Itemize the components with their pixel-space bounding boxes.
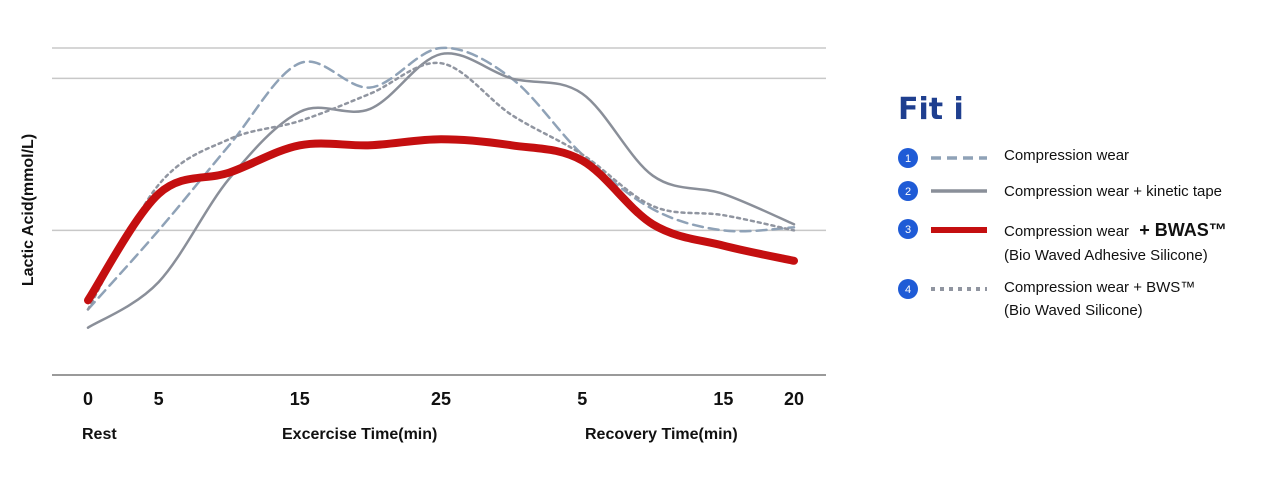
legend-badge-3 bbox=[898, 219, 918, 239]
legend-note-4: (Bio Waved Silicone) bbox=[1004, 302, 1143, 319]
brand-logo: Fit i bbox=[898, 92, 964, 127]
x-tick-label-6: 20 bbox=[784, 389, 804, 409]
legend-label-2: Compression wear + kinetic tape bbox=[1004, 183, 1222, 200]
series-bws bbox=[86, 61, 796, 311]
legend-badge-4 bbox=[898, 279, 918, 299]
legend-badge-1 bbox=[898, 148, 918, 168]
legend: 1 Compression wear 2 Compression wear + … bbox=[898, 147, 1227, 319]
y-axis-label: Lactic Acid(mmol/L) bbox=[20, 134, 37, 286]
x-tick-labels: 0 5 15 25 5 15 20 bbox=[83, 389, 804, 409]
x-tick-label-1: 5 bbox=[154, 389, 164, 409]
x-tick-label-3: 25 bbox=[431, 389, 451, 409]
x-tick-label-5: 15 bbox=[713, 389, 733, 409]
series-layer bbox=[84, 46, 798, 329]
legend-label-3-emphasis: + BWAS™ bbox=[1139, 220, 1227, 240]
legend-badge-number-1: 1 bbox=[905, 153, 911, 165]
legend-item-bwas: 3 Compression wear + BWAS™ (Bio Waved Ad… bbox=[898, 219, 1227, 264]
legend-item-bws: 4 Compression wear + BWS™ (Bio Waved Sil… bbox=[898, 279, 1195, 319]
x-tick-label-4: 5 bbox=[577, 389, 587, 409]
legend-item-compression-wear: 1 Compression wear bbox=[898, 147, 1129, 168]
legend-badge-number-2: 2 bbox=[905, 186, 911, 198]
brand-logo-text: Fit i bbox=[898, 92, 964, 127]
legend-badge-number-4: 4 bbox=[905, 284, 911, 296]
series-compression-wear bbox=[86, 46, 796, 311]
legend-label-3-main: Compression wear bbox=[1004, 223, 1129, 240]
legend-label-3: Compression wear + BWAS™ bbox=[1004, 220, 1227, 240]
phase-label-rest: Rest bbox=[82, 426, 117, 443]
legend-label-1: Compression wear bbox=[1004, 147, 1129, 164]
legend-badge-2 bbox=[898, 181, 918, 201]
x-tick-label-0: 0 bbox=[83, 389, 93, 409]
series-bwas bbox=[84, 135, 798, 305]
phase-label-exercise: Excercise Time(min) bbox=[282, 426, 437, 443]
legend-item-kinetic-tape: 2 Compression wear + kinetic tape bbox=[898, 181, 1222, 201]
phase-label-recovery: Recovery Time(min) bbox=[585, 426, 738, 443]
series-kinetic-tape bbox=[86, 52, 796, 329]
x-tick-label-2: 15 bbox=[290, 389, 310, 409]
legend-badge-number-3: 3 bbox=[905, 224, 911, 236]
legend-label-4: Compression wear + BWS™ bbox=[1004, 279, 1195, 296]
legend-note-3: (Bio Waved Adhesive Silicone) bbox=[1004, 247, 1208, 264]
